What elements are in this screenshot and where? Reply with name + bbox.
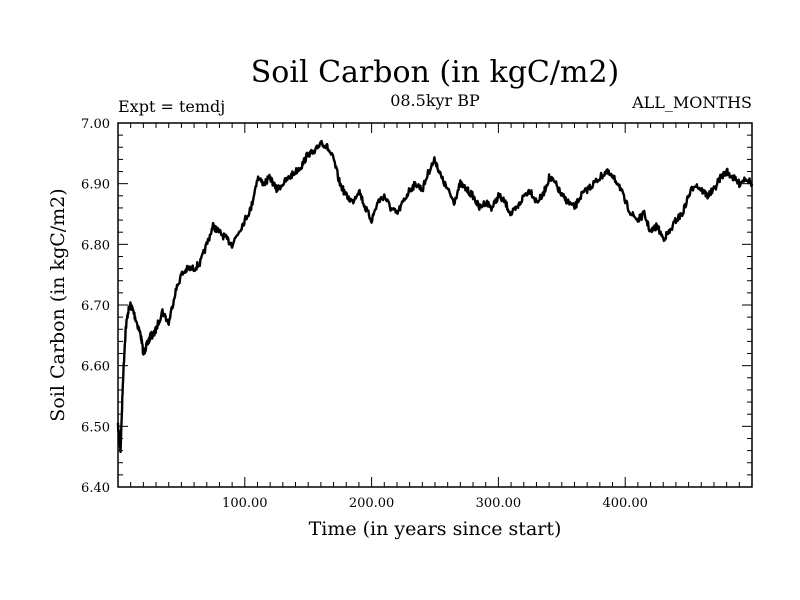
y-tick-label: 7.00 — [81, 117, 110, 132]
y-axis-label: Soil Carbon (in kgC/m2) — [47, 188, 69, 421]
plot-area-frame — [117, 122, 753, 488]
tick-marks — [118, 123, 752, 487]
experiment-label: Expt = temdj — [118, 97, 225, 116]
period-label: 08.5kyr BP — [390, 91, 480, 110]
y-tick-label: 6.70 — [81, 299, 110, 314]
y-tick-label: 6.50 — [81, 420, 110, 435]
chart-title: Soil Carbon (in kgC/m2) — [251, 55, 619, 90]
tick-labels: 100.00 200.00 300.00 400.00 6.40 6.50 6.60 6.70… — [81, 117, 648, 511]
y-tick-label: 6.40 — [81, 481, 110, 496]
soil-carbon-series-line — [116, 139, 754, 454]
x-tick-label: 200.00 — [349, 496, 395, 511]
x-axis-label: Time (in years since start) — [309, 518, 562, 540]
y-tick-label: 6.90 — [81, 178, 110, 193]
x-tick-label: 100.00 — [222, 496, 268, 511]
x-tick-label: 300.00 — [476, 496, 522, 511]
x-tick-label: 400.00 — [602, 496, 648, 511]
months-label: ALL_MONTHS — [631, 93, 752, 112]
y-tick-label: 6.60 — [81, 360, 110, 375]
y-tick-label: 6.80 — [81, 238, 110, 253]
